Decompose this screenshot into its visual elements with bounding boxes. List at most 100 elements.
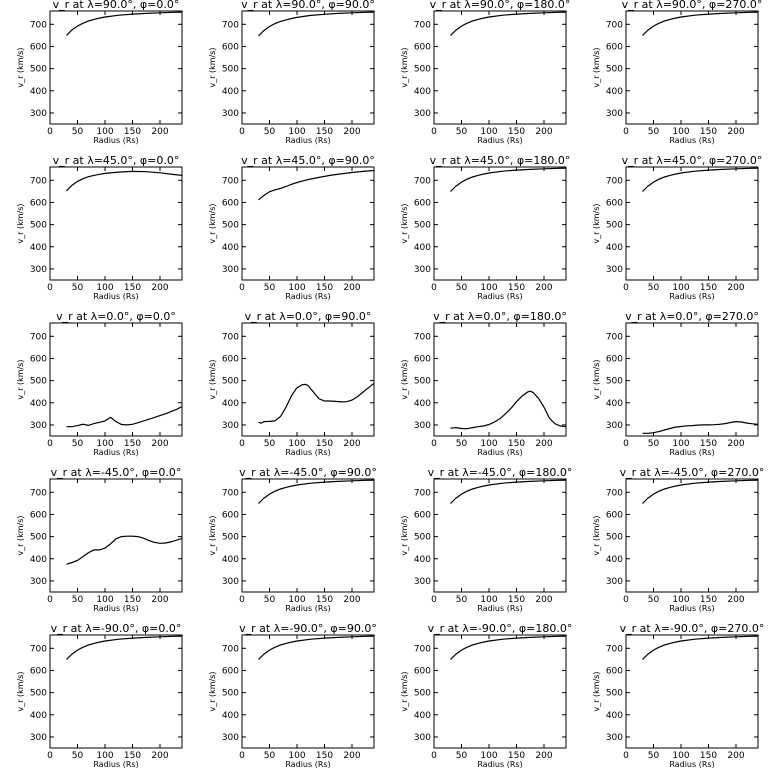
y-tick-label: 500 (606, 689, 623, 699)
y-axis-label: v_r (km/s) (400, 203, 409, 243)
plot-frame (625, 10, 759, 125)
x-axis-label: Radius (Rs) (477, 292, 522, 301)
plot-frame (49, 634, 183, 749)
x-tick-label: 150 (508, 595, 525, 605)
series-line (258, 382, 374, 424)
x-tick-label: 0 (431, 595, 437, 605)
y-axis-label: v_r (km/s) (592, 515, 601, 555)
x-tick-label: 0 (47, 439, 53, 449)
y-tick-label: 300 (30, 577, 47, 587)
y-tick-label: 600 (30, 198, 47, 208)
y-axis-label: v_r (km/s) (592, 359, 601, 399)
x-axis-label: Radius (Rs) (669, 604, 714, 613)
x-tick-label: 200 (535, 127, 552, 137)
y-tick-label: 300 (414, 733, 431, 743)
x-tick-label: 150 (124, 751, 141, 761)
y-tick-label: 500 (222, 377, 239, 387)
y-axis-label: v_r (km/s) (208, 671, 217, 711)
x-tick-label: 150 (316, 751, 333, 761)
y-tick-label: 400 (30, 555, 47, 565)
x-axis-label: Radius (Rs) (285, 760, 330, 768)
plot-frame (241, 166, 375, 281)
x-tick-label: 200 (343, 283, 360, 293)
x-tick-label: 150 (124, 595, 141, 605)
x-tick-label: 50 (456, 439, 468, 449)
y-axis-label: v_r (km/s) (16, 47, 25, 87)
y-tick-label: 700 (30, 488, 47, 498)
x-tick-label: 50 (72, 595, 84, 605)
y-tick-label: 700 (606, 20, 623, 30)
x-tick-label: 0 (431, 751, 437, 761)
plot-frame (49, 478, 183, 593)
y-tick-label: 600 (414, 354, 431, 364)
panel-5-1: v_r at λ=-90.0°, φ=0.0° 0 50 100 150 200 300 40… (16, 622, 183, 768)
y-tick-label: 300 (30, 421, 47, 431)
x-tick-label: 100 (96, 595, 113, 605)
y-tick-label: 400 (222, 711, 239, 721)
panel-title: v_r at λ=0.0°, φ=90.0° (245, 310, 372, 323)
series-line (66, 11, 182, 36)
x-tick-label: 50 (456, 751, 468, 761)
panel-title: v_r at λ=-45.0°, φ=90.0° (239, 466, 377, 479)
y-tick-label: 400 (30, 399, 47, 409)
y-tick-label: 300 (414, 421, 431, 431)
panel-title: v_r at λ=-90.0°, φ=0.0° (51, 622, 182, 635)
y-tick-label: 500 (30, 377, 47, 387)
x-tick-label: 100 (480, 751, 497, 761)
panel-title: v_r at λ=45.0°, φ=180.0° (430, 154, 571, 167)
y-tick-label: 500 (414, 377, 431, 387)
panel-title: v_r at λ=0.0°, φ=180.0° (433, 310, 567, 323)
y-axis-label: v_r (km/s) (400, 671, 409, 711)
y-tick-label: 500 (30, 221, 47, 231)
x-tick-label: 0 (623, 439, 629, 449)
y-tick-label: 300 (222, 109, 239, 119)
x-tick-label: 0 (239, 127, 245, 137)
y-tick-label: 700 (222, 644, 239, 654)
x-tick-label: 200 (727, 127, 744, 137)
y-tick-label: 600 (606, 354, 623, 364)
plot-frame (241, 10, 375, 125)
panel-3-1: v_r at λ=0.0°, φ=0.0° 0 50 100 150 200 300 400 5… (16, 310, 183, 457)
y-tick-label: 400 (414, 711, 431, 721)
x-tick-label: 200 (535, 751, 552, 761)
y-tick-label: 300 (414, 109, 431, 119)
y-tick-label: 500 (414, 689, 431, 699)
y-tick-label: 400 (606, 711, 623, 721)
y-tick-label: 500 (222, 689, 239, 699)
y-axis-label: v_r (km/s) (592, 47, 601, 87)
plot-frame (241, 478, 375, 593)
x-tick-label: 0 (239, 439, 245, 449)
x-tick-label: 0 (623, 751, 629, 761)
x-tick-label: 100 (288, 751, 305, 761)
y-tick-label: 600 (606, 198, 623, 208)
x-tick-label: 200 (343, 595, 360, 605)
series-line (450, 635, 566, 660)
x-tick-label: 50 (264, 439, 276, 449)
y-tick-label: 400 (414, 243, 431, 253)
x-tick-label: 150 (124, 283, 141, 293)
x-tick-label: 100 (672, 439, 689, 449)
y-tick-label: 400 (606, 243, 623, 253)
x-tick-label: 150 (700, 283, 717, 293)
x-axis-label: Radius (Rs) (93, 760, 138, 768)
series-line (66, 635, 182, 660)
y-tick-label: 700 (606, 488, 623, 498)
y-tick-label: 400 (606, 87, 623, 97)
x-tick-label: 0 (239, 595, 245, 605)
x-tick-label: 200 (535, 283, 552, 293)
x-tick-label: 150 (124, 439, 141, 449)
x-tick-label: 50 (72, 439, 84, 449)
x-tick-label: 150 (700, 439, 717, 449)
y-tick-label: 700 (30, 176, 47, 186)
y-tick-label: 700 (30, 20, 47, 30)
y-tick-label: 300 (30, 109, 47, 119)
y-tick-label: 400 (606, 399, 623, 409)
x-axis-label: Radius (Rs) (93, 292, 138, 301)
y-tick-label: 700 (30, 332, 47, 342)
x-tick-label: 200 (535, 439, 552, 449)
plot-frame (49, 10, 183, 125)
x-tick-label: 200 (151, 439, 168, 449)
y-tick-label: 600 (30, 42, 47, 52)
panel-title: v_r at λ=90.0°, φ=270.0° (622, 0, 763, 11)
y-tick-label: 300 (606, 733, 623, 743)
